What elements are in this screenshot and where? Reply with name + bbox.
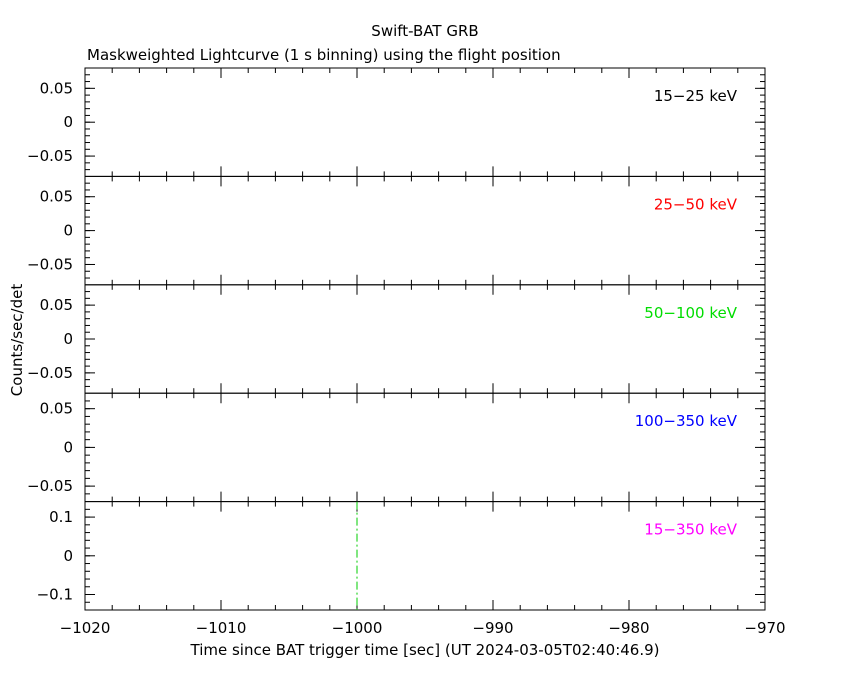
y-tick-label: 0 bbox=[63, 330, 73, 348]
panel-frame bbox=[84, 392, 766, 503]
x-tick-label: −970 bbox=[744, 619, 785, 637]
y-tick-label: −0.05 bbox=[27, 364, 73, 382]
y-tick-label: 0 bbox=[63, 547, 73, 565]
x-axis-label: Time since BAT trigger time [sec] (UT 20… bbox=[190, 641, 660, 659]
panel-frame bbox=[84, 284, 766, 394]
x-tick-label: −990 bbox=[472, 619, 513, 637]
y-tick-label: 0 bbox=[63, 438, 73, 456]
panel-3: 0.05 0 −0.05 50−100 keV bbox=[27, 284, 766, 394]
y-tick-label: −0.05 bbox=[27, 147, 73, 165]
panel-2: 0.05 0 −0.05 25−50 keV bbox=[27, 175, 766, 286]
panel-4: 0.05 0 −0.05 100−350 keV bbox=[27, 392, 766, 503]
x-tick-label: −980 bbox=[608, 619, 649, 637]
panel-5: 0.1 0 −0.1 15−350 keV bbox=[37, 501, 766, 611]
x-tick-label: −1010 bbox=[196, 619, 247, 637]
y-tick-label: 0.05 bbox=[40, 400, 73, 418]
band-label: 50−100 keV bbox=[644, 304, 737, 322]
y-tick-label: 0.05 bbox=[40, 79, 73, 97]
panel-frame bbox=[84, 501, 766, 611]
y-tick-label: 0.05 bbox=[40, 188, 73, 206]
panel-1: 0.05 0 −0.05 15−25 keV bbox=[27, 67, 766, 177]
x-tick-label: −1000 bbox=[332, 619, 383, 637]
band-label: 15−25 keV bbox=[654, 87, 738, 105]
x-tick-label: −1020 bbox=[60, 619, 111, 637]
y-tick-label: 0.1 bbox=[49, 508, 73, 526]
y-tick-label: −0.1 bbox=[37, 586, 73, 604]
y-tick-label: −0.05 bbox=[27, 477, 73, 495]
band-label: 15−350 keV bbox=[644, 521, 737, 539]
panel-frame bbox=[84, 67, 766, 177]
band-label: 25−50 keV bbox=[654, 195, 738, 213]
y-tick-label: 0.05 bbox=[40, 296, 73, 314]
panel-frame bbox=[84, 175, 766, 286]
band-label: 100−350 keV bbox=[635, 412, 738, 430]
y-axis-label: Counts/sec/det bbox=[8, 284, 26, 397]
chart-subtitle: Maskweighted Lightcurve (1 s binning) us… bbox=[87, 46, 561, 64]
y-tick-label: −0.05 bbox=[27, 255, 73, 273]
y-tick-label: 0 bbox=[63, 222, 73, 240]
chart-title: Swift-BAT GRB bbox=[371, 22, 478, 40]
y-tick-label: 0 bbox=[63, 113, 73, 131]
